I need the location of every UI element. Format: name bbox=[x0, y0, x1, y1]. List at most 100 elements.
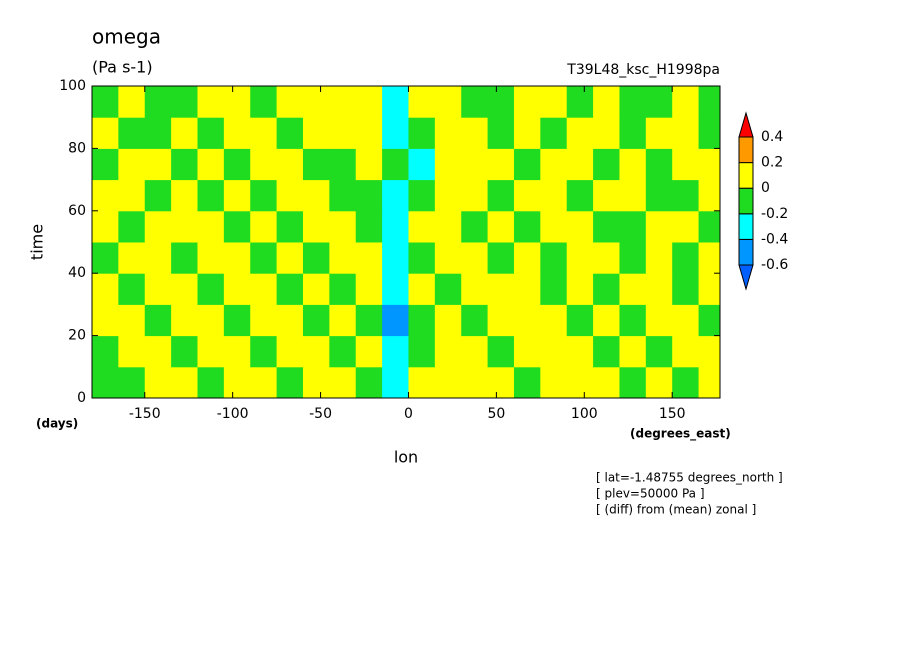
cell bbox=[302, 273, 330, 305]
cell bbox=[566, 366, 594, 398]
cell bbox=[171, 86, 198, 118]
x-tick-label: -100 bbox=[217, 406, 249, 422]
cell bbox=[144, 179, 172, 212]
cell bbox=[566, 86, 594, 118]
cell bbox=[434, 148, 462, 181]
cell bbox=[382, 179, 409, 212]
cell bbox=[144, 242, 172, 274]
colorbar-box bbox=[738, 162, 754, 189]
cell bbox=[197, 210, 225, 243]
cell bbox=[566, 179, 594, 212]
cell bbox=[619, 148, 647, 181]
cell bbox=[329, 117, 357, 149]
cell bbox=[197, 86, 225, 118]
cell bbox=[329, 86, 357, 118]
cell bbox=[92, 335, 119, 368]
cell bbox=[619, 273, 647, 305]
cell bbox=[540, 366, 568, 398]
cell bbox=[434, 366, 462, 398]
field bbox=[92, 86, 720, 398]
cell bbox=[672, 210, 700, 243]
cell bbox=[355, 179, 383, 212]
cell bbox=[171, 117, 198, 149]
cell bbox=[540, 117, 568, 149]
cell bbox=[250, 366, 278, 398]
cell bbox=[276, 366, 304, 398]
cell bbox=[250, 304, 278, 337]
cell bbox=[698, 117, 720, 149]
cell bbox=[619, 117, 647, 149]
cell bbox=[355, 273, 383, 305]
y-tick-label: 80 bbox=[68, 140, 86, 156]
cell bbox=[92, 273, 119, 305]
cell bbox=[250, 335, 278, 368]
cell bbox=[382, 304, 409, 337]
cell bbox=[250, 117, 278, 149]
cell bbox=[434, 179, 462, 212]
cell bbox=[382, 366, 409, 398]
cell bbox=[593, 304, 620, 337]
cell bbox=[250, 273, 278, 305]
cell bbox=[513, 148, 541, 181]
cell bbox=[197, 148, 225, 181]
cell bbox=[250, 179, 278, 212]
cell bbox=[329, 179, 357, 212]
cell bbox=[408, 86, 436, 118]
cell bbox=[487, 242, 515, 274]
cell bbox=[513, 366, 541, 398]
cell bbox=[144, 304, 172, 337]
cell bbox=[382, 86, 409, 118]
cell bbox=[223, 242, 251, 274]
colorbar-label: 0.4 bbox=[761, 129, 783, 145]
cell bbox=[250, 242, 278, 274]
cell bbox=[645, 273, 673, 305]
run-label: T39L48_ksc_H1998pa bbox=[566, 62, 720, 78]
cell bbox=[513, 210, 541, 243]
cell bbox=[329, 304, 357, 337]
colorbar-label: -0.2 bbox=[761, 206, 788, 222]
cell bbox=[408, 148, 436, 181]
plot-frame bbox=[91, 85, 721, 399]
cell bbox=[593, 242, 620, 274]
cell bbox=[223, 304, 251, 337]
cell bbox=[566, 242, 594, 274]
cell bbox=[197, 335, 225, 368]
cell bbox=[672, 117, 700, 149]
cell bbox=[513, 273, 541, 305]
cell bbox=[434, 117, 462, 149]
cell bbox=[302, 366, 330, 398]
cell bbox=[698, 179, 720, 212]
cell bbox=[92, 304, 119, 337]
colorbar-label: 0 bbox=[761, 180, 770, 196]
cell bbox=[329, 366, 357, 398]
cell bbox=[434, 210, 462, 243]
cell bbox=[672, 179, 700, 212]
cell bbox=[276, 335, 304, 368]
cell bbox=[276, 179, 304, 212]
cell bbox=[171, 210, 198, 243]
cell bbox=[645, 179, 673, 212]
note: [ plev=50000 Pa ] bbox=[596, 487, 705, 501]
cell bbox=[329, 148, 357, 181]
cell bbox=[302, 304, 330, 337]
cell bbox=[276, 117, 304, 149]
cell bbox=[434, 86, 462, 118]
cell bbox=[250, 86, 278, 118]
cell bbox=[672, 366, 700, 398]
cell bbox=[566, 335, 594, 368]
cell bbox=[619, 242, 647, 274]
cell bbox=[302, 210, 330, 243]
cell bbox=[250, 148, 278, 181]
cell bbox=[645, 366, 673, 398]
x-unit: (degrees_east) bbox=[630, 427, 731, 442]
cell bbox=[355, 242, 383, 274]
cell bbox=[408, 179, 436, 212]
cell bbox=[197, 304, 225, 337]
cell bbox=[197, 242, 225, 274]
cell bbox=[645, 304, 673, 337]
cell bbox=[645, 148, 673, 181]
cell bbox=[461, 335, 489, 368]
cell bbox=[461, 179, 489, 212]
note: [ lat=-1.48755 degrees_north ] bbox=[596, 471, 783, 485]
cell bbox=[672, 304, 700, 337]
